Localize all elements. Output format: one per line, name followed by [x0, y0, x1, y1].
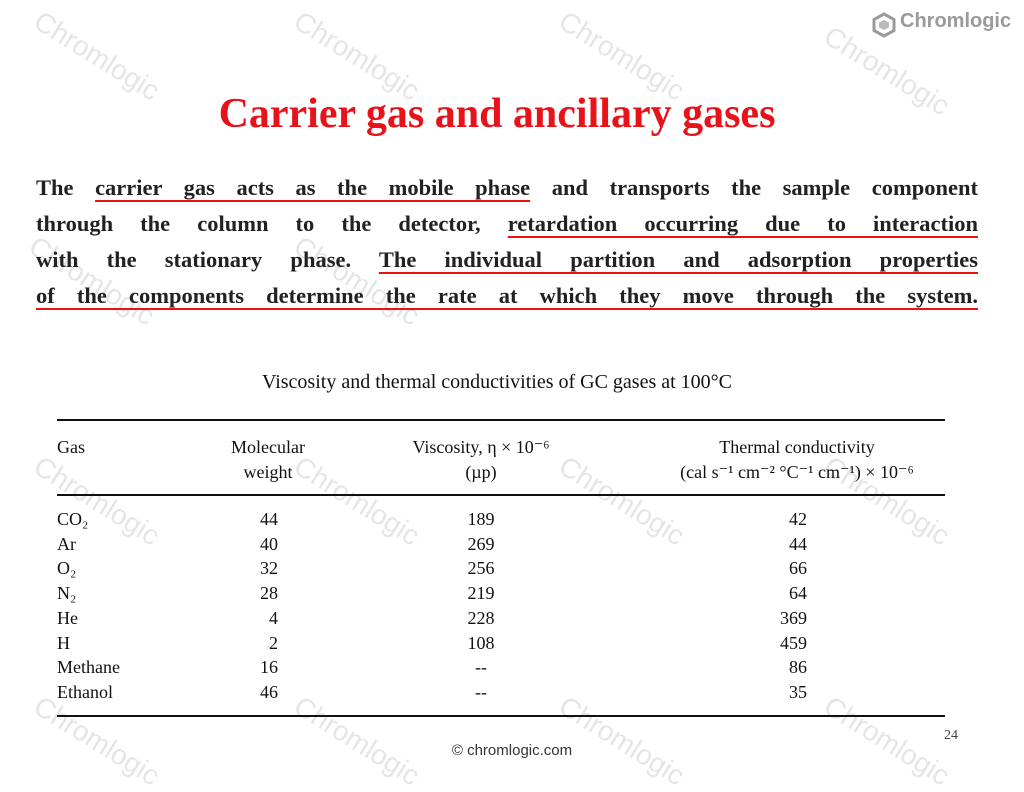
- table-cell: 228: [467, 607, 495, 628]
- table-cell: 2: [269, 632, 278, 653]
- table-cell: 32: [260, 558, 278, 579]
- table-cell: 42: [789, 509, 807, 529]
- column-header: weight: [243, 462, 293, 482]
- column-header: Viscosity, η × 10⁻⁶: [412, 437, 550, 457]
- gas-name: O₂: [57, 558, 77, 579]
- table-cell: 40: [260, 533, 278, 554]
- watermark: Chromlogic: [28, 690, 166, 792]
- table-cell: 86: [789, 657, 807, 678]
- table-cell: --: [475, 657, 487, 678]
- text: with the stationary phase.: [36, 247, 379, 272]
- text: through the column to the detector,: [36, 211, 508, 236]
- slide-title: Carrier gas and ancillary gases: [218, 91, 776, 137]
- gas-name: Ethanol: [57, 681, 113, 702]
- table-cell: 46: [260, 681, 278, 702]
- underlined-text: retardation occurring due to interaction: [507, 211, 978, 236]
- table-rule: [57, 494, 945, 496]
- gas-name: CO₂: [57, 509, 89, 529]
- table-cell: 64: [789, 583, 807, 604]
- gas-name: H: [57, 632, 70, 653]
- table-cell: 189: [467, 509, 495, 529]
- footer: © chromlogic.com: [451, 742, 573, 759]
- table-cell: 108: [467, 632, 495, 653]
- gas-name: Methane: [57, 657, 120, 678]
- table-cell: 35: [789, 681, 807, 702]
- table-cell: 44: [260, 509, 278, 529]
- column-header: Thermal conductivity: [719, 437, 875, 457]
- watermark: Chromlogic: [288, 690, 426, 792]
- page-number: 24: [944, 728, 958, 743]
- text: The: [36, 175, 96, 200]
- table-caption: Viscosity and thermal conductivities of …: [261, 371, 733, 393]
- slide: Chromlogic Chromlogic Chromlogic Chromlogic…: [23, 5, 1012, 792]
- paragraph: The carrier gas acts as the mobile phase…: [36, 172, 978, 316]
- table-cell: 16: [260, 657, 278, 678]
- table-cell: 219: [467, 583, 495, 604]
- table-cell: 44: [789, 533, 807, 554]
- column-header: Gas: [57, 437, 85, 457]
- logo-icon: [872, 12, 896, 38]
- table-cell: 28: [260, 583, 278, 604]
- table-cell: 256: [467, 558, 495, 579]
- text: and transports the sample component: [530, 175, 978, 200]
- paragraph-line: with the stationary phase. The individua…: [36, 244, 978, 280]
- watermark: Chromlogic: [553, 690, 691, 792]
- underlined-text: The individual partition and adsorption …: [378, 247, 979, 272]
- table-cell: 269: [467, 533, 495, 554]
- watermark: Chromlogic: [818, 690, 956, 792]
- table-rule: [57, 419, 945, 421]
- logo-text: Chromlogic: [900, 10, 1012, 32]
- column-header: Molecular: [231, 437, 305, 457]
- underlined-text: of the components determine the rate at …: [36, 283, 978, 308]
- table-cell: 459: [780, 632, 807, 653]
- table-cell: --: [475, 681, 487, 702]
- gas-name: N₂: [57, 583, 77, 604]
- underlined-text: carrier gas acts as the mobile phase: [95, 175, 531, 200]
- gas-name: Ar: [57, 533, 76, 554]
- table-cell: 369: [780, 607, 807, 628]
- table-cell: 4: [269, 607, 278, 628]
- table-cell: 66: [789, 558, 807, 579]
- paragraph-line: of the components determine the rate at …: [36, 280, 978, 316]
- gas-name: He: [57, 607, 78, 628]
- column-header: (µp): [465, 462, 497, 482]
- table-rule: [57, 715, 945, 717]
- column-header: (cal s⁻¹ cm⁻² °C⁻¹ cm⁻¹) × 10⁻⁶: [680, 462, 914, 482]
- paragraph-line: through the column to the detector, reta…: [36, 208, 978, 244]
- paragraph-line: The carrier gas acts as the mobile phase…: [36, 172, 978, 208]
